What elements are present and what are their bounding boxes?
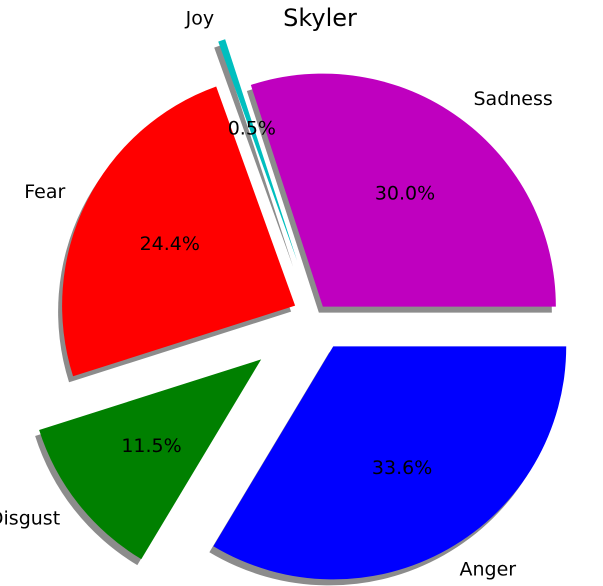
slice-pct-label-fear: 24.4% <box>140 233 200 255</box>
slice-joy <box>218 39 298 261</box>
slice-label-fear: Fear <box>24 181 65 203</box>
slice-disgust <box>39 359 262 560</box>
slice-labels: Sadness 30.0% Joy 0.5% Fear 24.4% Disgust 11.5%… <box>0 7 553 580</box>
slice-label-disgust: Disgust <box>0 507 60 529</box>
slice-pct-label-sadness: 30.0% <box>375 182 435 204</box>
slice-label-sadness: Sadness <box>474 88 553 110</box>
pie-slices <box>39 39 567 580</box>
slice-pct-label-joy: 0.5% <box>228 118 276 140</box>
slice-pct-label-anger: 33.6% <box>372 457 432 479</box>
slice-label-anger: Anger <box>460 558 517 580</box>
slice-anger <box>213 346 567 580</box>
chart-title: Skyler <box>283 4 357 32</box>
slice-label-joy: Joy <box>185 7 214 29</box>
slice-sadness <box>250 73 556 307</box>
slice-shadow-joy <box>214 45 294 267</box>
slice-pct-label-disgust: 11.5% <box>121 435 181 457</box>
slice-fear <box>62 86 296 377</box>
